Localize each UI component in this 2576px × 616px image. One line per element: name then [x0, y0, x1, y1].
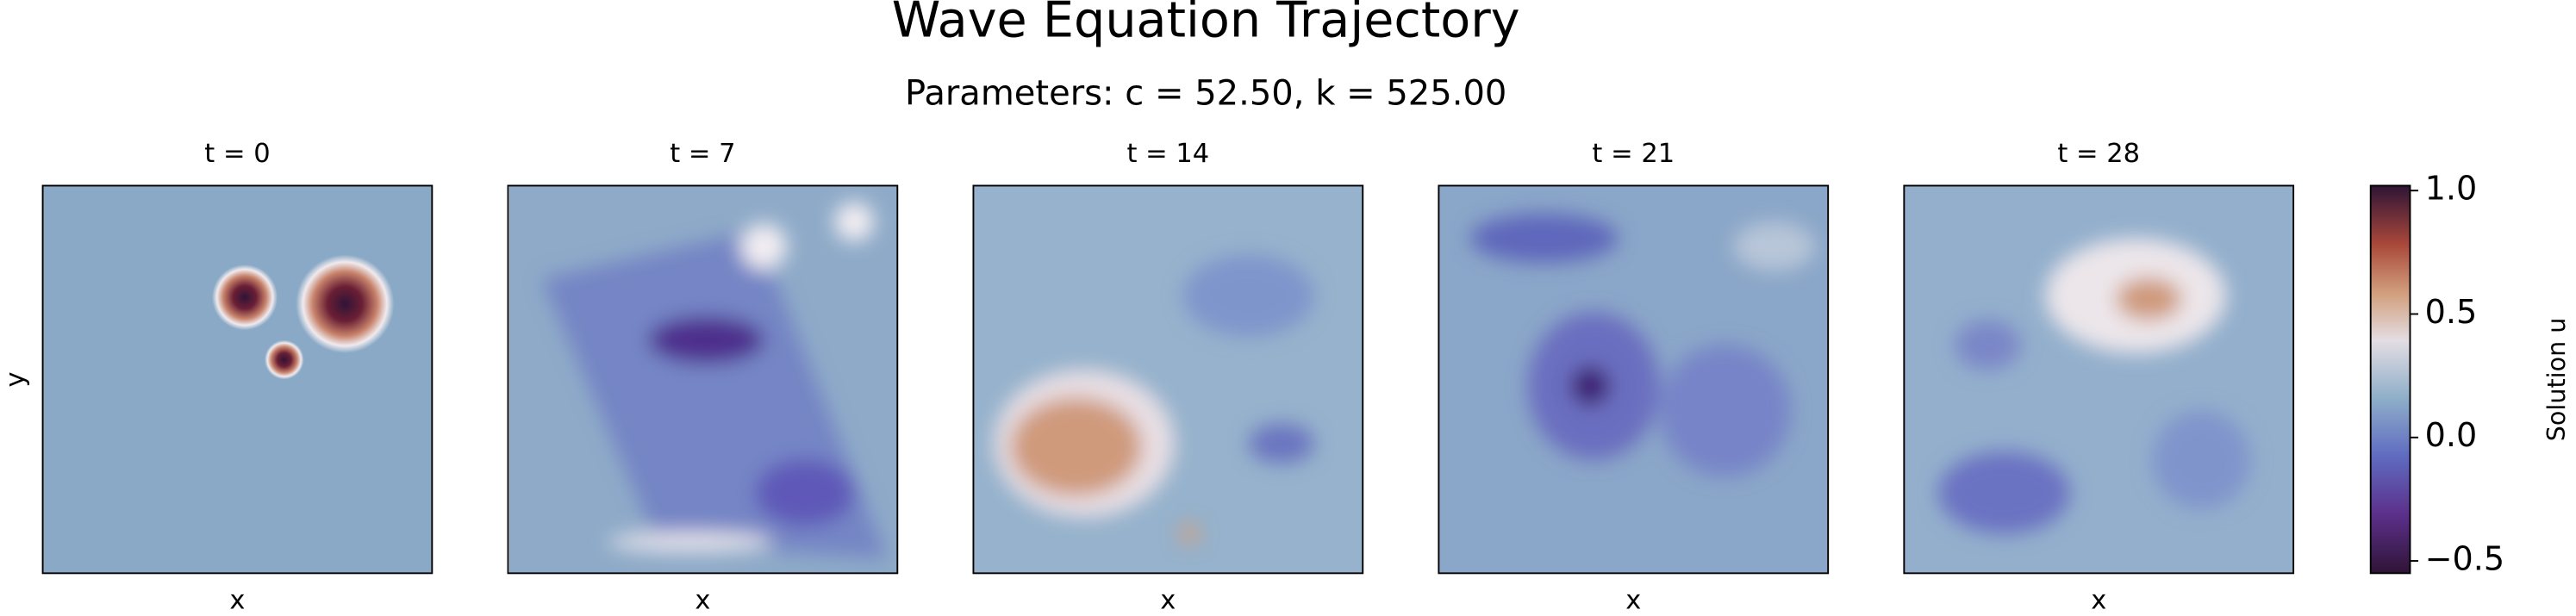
colorbar-tick-label: −0.5: [2425, 540, 2505, 578]
colorbar-label: Solution u: [2542, 318, 2571, 442]
x-axis-label: x: [695, 585, 710, 615]
x-axis-label: x: [1160, 585, 1176, 615]
colorbar-tick-label: 0.0: [2425, 416, 2478, 454]
x-axis-label: x: [1625, 585, 1641, 615]
panel-frame: [972, 184, 1364, 575]
panel-frame: [507, 184, 899, 575]
panel-title: t = 28: [2057, 139, 2140, 169]
title: Wave Equation Trajectory: [892, 0, 1520, 48]
panel-image: [508, 185, 897, 574]
panel-title: t = 0: [204, 139, 270, 169]
colorbar-tick-label: 1.0: [2425, 170, 2478, 208]
panel-title: t = 21: [1592, 139, 1675, 169]
panel-frame: [1903, 184, 2295, 575]
colorbar: [2369, 184, 2411, 575]
panel-frame: [41, 184, 433, 575]
panel-image: [974, 185, 1364, 574]
colorbar-tick-label: 0.5: [2425, 293, 2478, 331]
panel-image: [1438, 185, 1829, 574]
subtitle: Parameters: c = 52.50, k = 525.00: [905, 74, 1506, 114]
panel-title: t = 7: [670, 139, 735, 169]
panel-image: [1904, 185, 2294, 574]
x-axis-label: x: [2091, 585, 2106, 615]
panel-frame: [1438, 184, 1830, 575]
panel-image: [42, 185, 433, 574]
y-axis-label: y: [1, 371, 31, 387]
panel-title: t = 14: [1126, 139, 1209, 169]
x-axis-label: x: [229, 585, 245, 615]
